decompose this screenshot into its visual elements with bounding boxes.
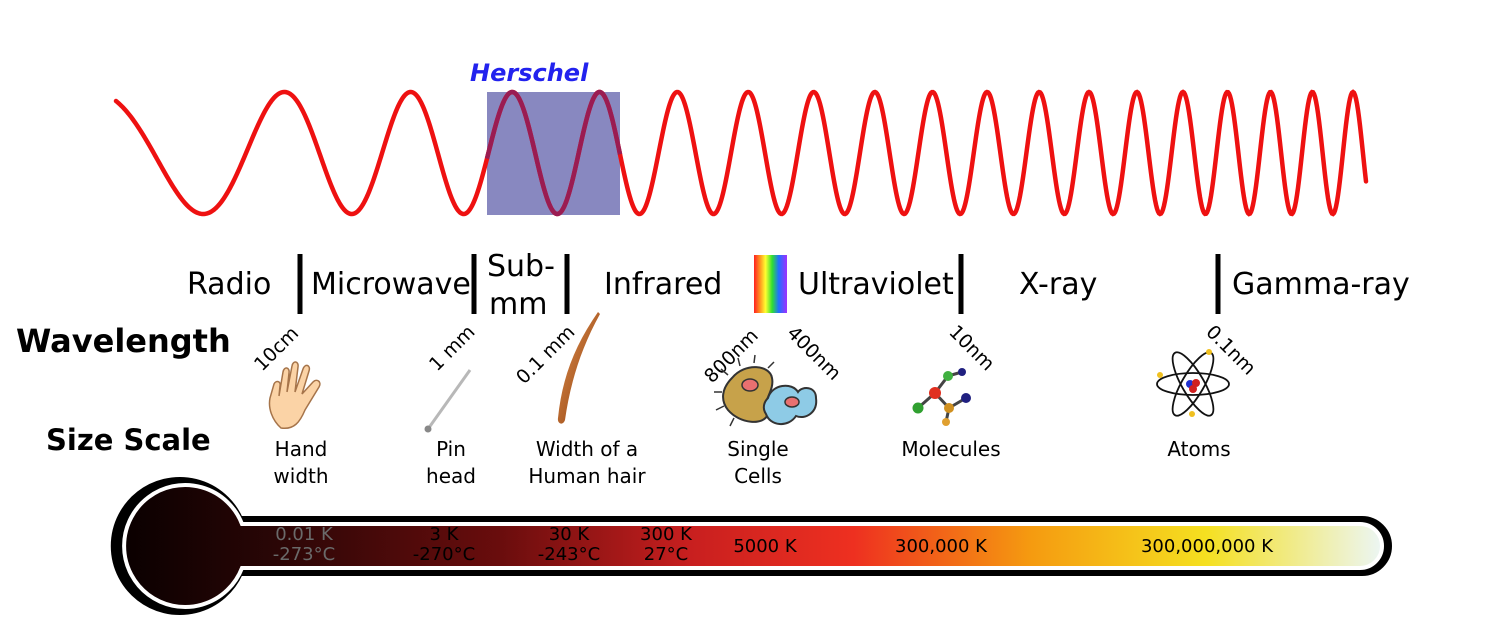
- wavelength-label-400nm: 400nm: [782, 322, 845, 385]
- pin-icon: [424, 369, 472, 433]
- size-caption-atoms: Atoms: [1167, 437, 1230, 461]
- electromagnetic-wave: [113, 89, 1369, 217]
- temperature-k-300: 300 K: [640, 524, 693, 545]
- temperature-k-5000: 5000 K: [733, 536, 798, 557]
- band-label-radio: Radio: [187, 267, 271, 302]
- temperature-k-300000: 300,000 K: [895, 536, 988, 557]
- band-label-infrared: Infrared: [604, 267, 722, 302]
- hand-icon: [268, 361, 321, 430]
- molecule-icon: [912, 368, 971, 426]
- size-caption-pin-line1: Pin: [436, 437, 466, 461]
- cells-icon: [714, 354, 818, 427]
- size-caption-hand-line2: width: [273, 464, 328, 488]
- temperature-c-minus-243: -243°C: [538, 544, 600, 565]
- temperature-c-minus-270: -270°C: [413, 544, 475, 565]
- band-label-gammaray: Gamma-ray: [1232, 267, 1410, 302]
- herschel-label: Herschel: [470, 59, 589, 87]
- temperature-k-0-01: 0.01 K: [275, 524, 334, 545]
- band-label-microwave: Microwave: [311, 267, 471, 302]
- temperature-k-300000000: 300,000,000 K: [1141, 536, 1274, 557]
- row-label-size-scale: Size Scale: [46, 423, 211, 457]
- wavelength-label-1mm: 1 mm: [425, 321, 480, 376]
- electromagnetic-wave-herschel-segment: [484, 89, 623, 217]
- hair-icon: [557, 312, 600, 424]
- size-caption-pin-line2: head: [426, 464, 476, 488]
- atom-icon: [1156, 349, 1230, 417]
- wavelength-label-10nm: 10nm: [944, 321, 998, 375]
- band-label-ultraviolet: Ultraviolet: [798, 267, 954, 302]
- size-caption-cells-line2: Cells: [734, 464, 782, 488]
- size-caption-hair-line2: Human hair: [528, 464, 646, 488]
- temperature-k-30: 30 K: [549, 524, 591, 545]
- size-caption-cells-line1: Single: [727, 437, 788, 461]
- band-label-mm: mm: [489, 287, 547, 322]
- visible-light-rainbow: [754, 255, 787, 313]
- size-caption-hair-line1: Width of a: [536, 437, 638, 461]
- size-caption-molecules: Molecules: [901, 437, 1000, 461]
- temperature-c-27: 27°C: [644, 544, 688, 565]
- row-label-wavelength: Wavelength: [16, 322, 231, 360]
- band-label-xray: X-ray: [1019, 267, 1097, 302]
- temperature-k-3: 3 K: [430, 524, 460, 545]
- band-label-sub: Sub-: [487, 249, 555, 284]
- size-caption-hand-line1: Hand: [275, 437, 328, 461]
- temperature-thermometer: [110, 477, 1392, 615]
- temperature-c-minus-273: -273°C: [273, 544, 335, 565]
- herschel-band-highlight: [487, 92, 620, 215]
